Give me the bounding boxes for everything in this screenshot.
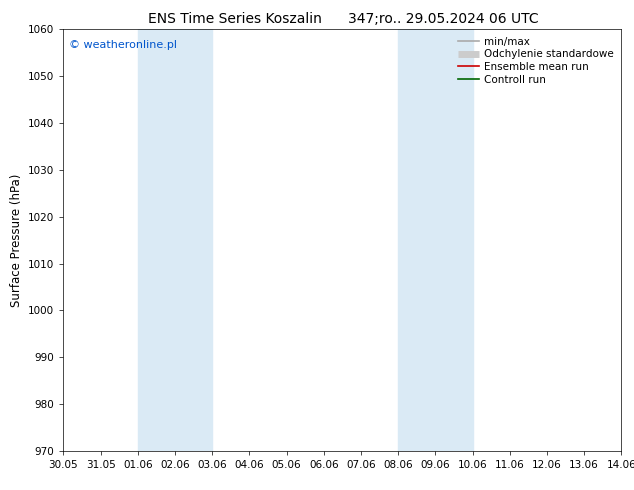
Text: ENS Time Series Koszalin: ENS Time Series Koszalin [148, 12, 321, 26]
Text: © weatheronline.pl: © weatheronline.pl [69, 40, 177, 50]
Legend: min/max, Odchylenie standardowe, Ensemble mean run, Controll run: min/max, Odchylenie standardowe, Ensembl… [454, 32, 618, 89]
Y-axis label: Surface Pressure (hPa): Surface Pressure (hPa) [10, 173, 23, 307]
Text: 347;ro.. 29.05.2024 06 UTC: 347;ro.. 29.05.2024 06 UTC [349, 12, 539, 26]
Bar [138, 29, 212, 451]
Bar [398, 29, 472, 451]
